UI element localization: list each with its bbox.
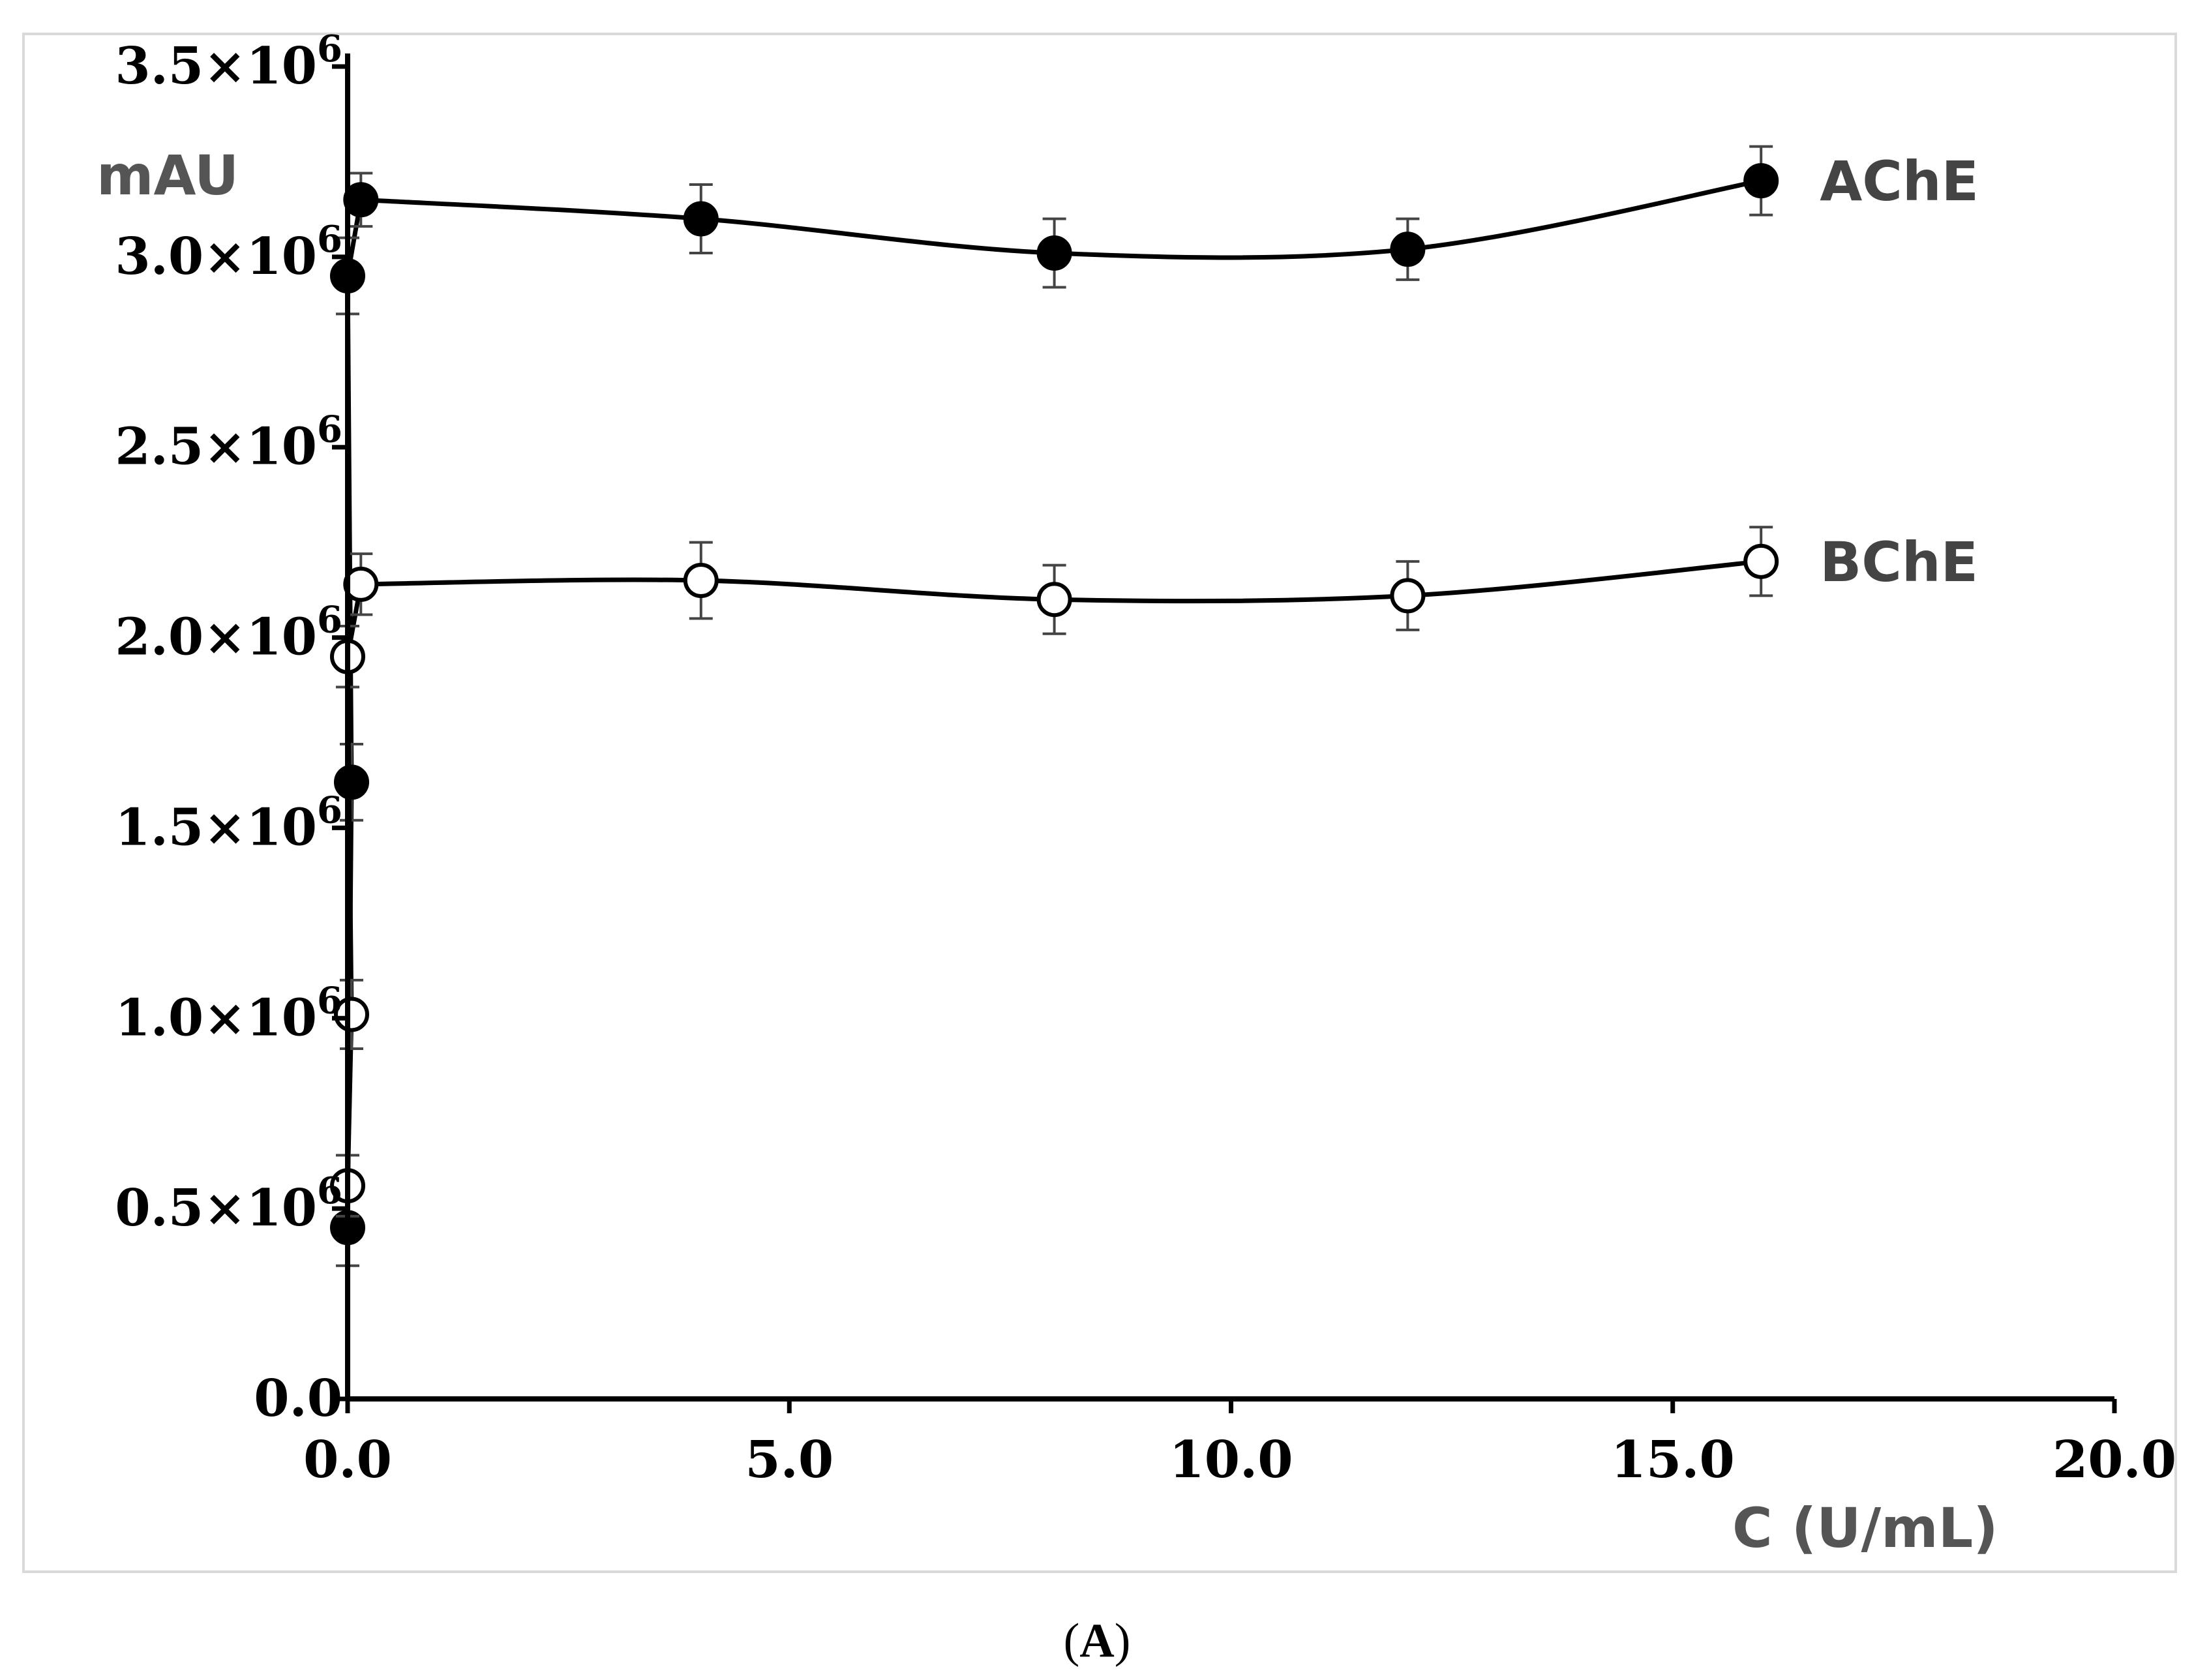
y-tick-label: 0.0 <box>254 1369 342 1428</box>
plot-frame <box>22 33 2177 1573</box>
bche-point <box>683 563 719 599</box>
y-tick-label: 2.5×106 <box>115 408 342 477</box>
ache-point <box>683 201 719 237</box>
y-tick-label: 0.5×106 <box>115 1169 342 1238</box>
bche-point <box>1036 582 1072 618</box>
y-axis-label: mAU <box>97 143 239 207</box>
ache-point <box>334 764 369 800</box>
x-tick-label: 10.0 <box>1169 1430 1293 1490</box>
bche-series-label: BChE <box>1820 530 1978 594</box>
x-tick-label: 0.0 <box>303 1430 392 1490</box>
y-tick-label: 3.5×106 <box>115 27 342 96</box>
y-tick-label: 2.0×106 <box>115 599 342 667</box>
panel-label: (A) <box>1064 1614 1131 1668</box>
y-tick-label: 1.5×106 <box>115 788 342 857</box>
bche-point <box>334 997 369 1032</box>
ache-series-label: AChE <box>1820 149 1979 213</box>
x-tick-label: 20.0 <box>2052 1430 2176 1490</box>
x-tick-label: 15.0 <box>1611 1430 1735 1490</box>
bche-point <box>1743 543 1779 579</box>
ache-point <box>1036 235 1072 271</box>
y-tick-label: 1.0×106 <box>115 979 342 1047</box>
y-tick-label: 3.0×106 <box>115 218 342 286</box>
x-tick-label: 5.0 <box>745 1430 834 1490</box>
bche-point <box>1390 578 1426 614</box>
x-axis-label: C (U/mL) <box>1732 1496 1998 1560</box>
ache-point <box>1390 232 1426 267</box>
ache-point <box>1743 163 1779 199</box>
